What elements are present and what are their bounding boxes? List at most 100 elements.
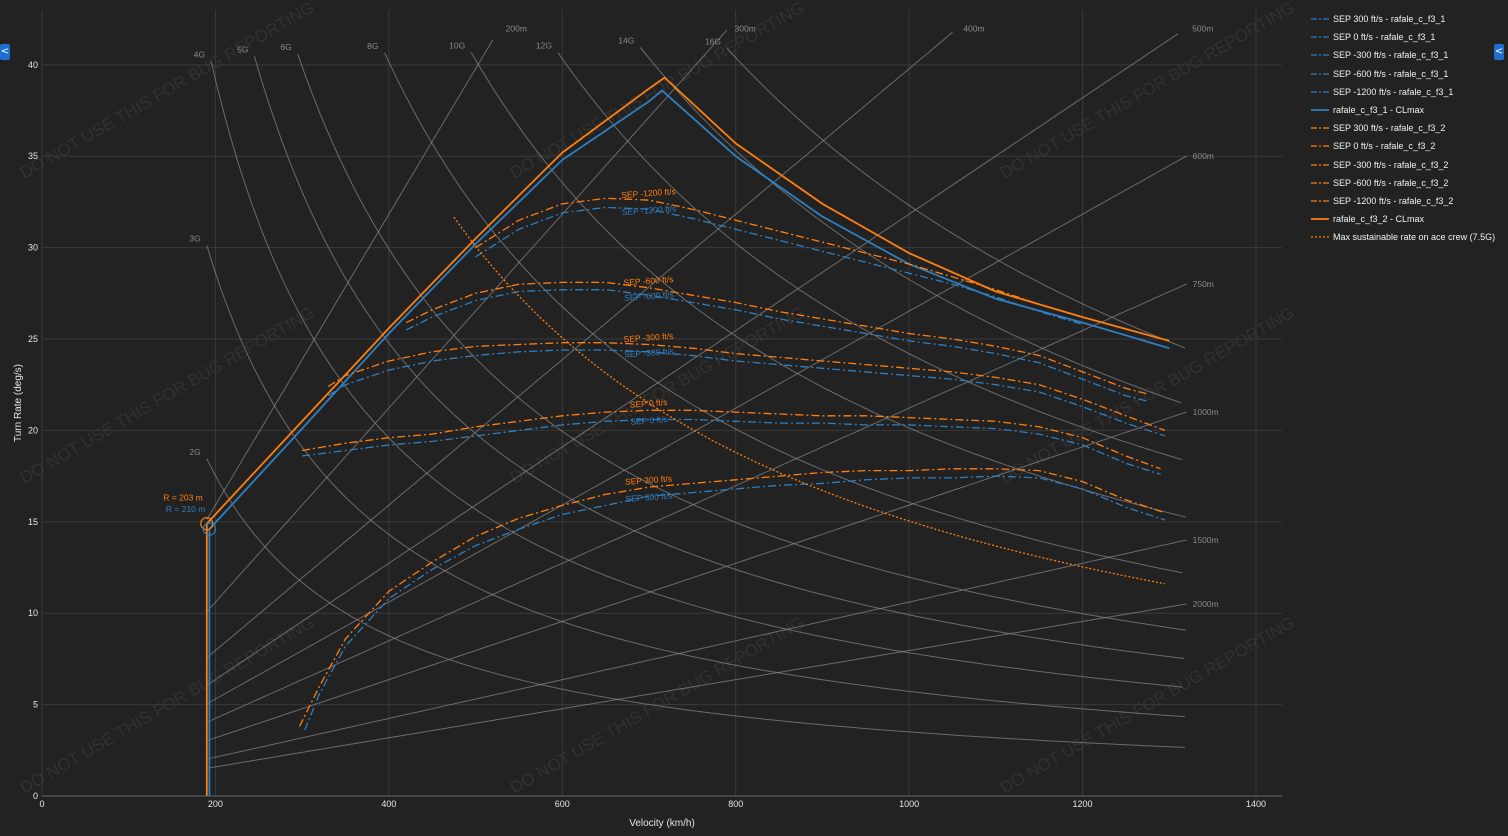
series-line <box>304 475 1166 731</box>
g-load-label: 4G <box>194 49 205 59</box>
watermark-text: DO NOT USE THIS FOR BUG REPORTING <box>997 0 1298 183</box>
y-tick-label: 15 <box>28 517 38 527</box>
legend-item[interactable]: SEP 300 ft/s - rafale_c_f3_1 <box>1310 10 1505 28</box>
x-tick-label: 800 <box>728 799 743 809</box>
radius-reference-line <box>206 29 728 613</box>
legend-item[interactable]: SEP -300 ft/s - rafale_c_f3_1 <box>1310 46 1505 64</box>
legend-swatch <box>1311 73 1329 75</box>
radius-label: 500m <box>1192 23 1213 33</box>
radius-reference-line <box>206 33 1179 686</box>
series-curve-label: SEP -300 ft/s <box>624 346 675 359</box>
legend-item[interactable]: SEP -600 ft/s - rafale_c_f3_2 <box>1310 174 1505 192</box>
g-load-label: 12G <box>536 41 552 51</box>
legend-swatch <box>1311 145 1329 148</box>
legend-item[interactable]: rafale_c_f3_2 - CLmax <box>1310 210 1505 228</box>
y-tick-label: 40 <box>28 60 38 70</box>
g-load-label: 8G <box>367 41 378 51</box>
y-tick-label: 20 <box>28 425 38 435</box>
g-load-reference-line <box>210 61 1183 688</box>
series-line <box>475 206 1083 326</box>
legend-swatch <box>1311 163 1329 166</box>
radius-label: 400m <box>963 23 984 33</box>
y-tick-label: 30 <box>28 243 38 253</box>
corner-radius-label: R = 203 m <box>163 493 202 503</box>
g-load-label: 14G <box>618 35 634 45</box>
legend-item[interactable]: rafale_c_f3_1 - CLmax <box>1310 101 1505 119</box>
chevron-left-icon: < <box>0 46 10 57</box>
legend-swatch <box>1311 109 1329 111</box>
radius-label: 200m <box>506 23 527 33</box>
left-panel-collapse-button[interactable]: < <box>0 44 10 60</box>
x-tick-label: 1200 <box>1073 799 1093 809</box>
legend-item[interactable]: SEP -1200 ft/s - rafale_c_f3_1 <box>1310 83 1505 101</box>
chart-legend: SEP 300 ft/s - rafale_c_f3_1 SEP 0 ft/s -… <box>1310 10 1505 246</box>
g-load-reference-line <box>557 52 1183 461</box>
legend-item[interactable]: Max sustainable rate on ace crew (7.5G) <box>1310 228 1505 246</box>
x-tick-label: 400 <box>381 799 396 809</box>
axes: 0 200 400 600 800 1000 1200 1400 0 5 10 15 20 25 30 35 4… <box>28 60 1282 809</box>
legend-swatch <box>1311 18 1329 20</box>
legend-item[interactable]: SEP 0 ft/s - rafale_c_f3_2 <box>1310 137 1505 155</box>
g-load-reference-line <box>206 458 1185 748</box>
radius-reference-line <box>206 539 1187 760</box>
corner-speed-marker <box>202 522 216 536</box>
legend-swatch <box>1311 36 1329 38</box>
g-load-reference-line <box>253 56 1185 659</box>
legend-label: SEP 0 ft/s - rafale_c_f3_2 <box>1333 141 1436 152</box>
series-line <box>205 76 1170 796</box>
legend-swatch <box>1311 127 1329 129</box>
x-axis-label: Velocity (km/h) <box>629 818 695 829</box>
g-load-reference-line <box>384 52 1183 574</box>
legend-label: SEP -600 ft/s - rafale_c_f3_1 <box>1333 68 1449 79</box>
legend-item[interactable]: SEP -300 ft/s - rafale_c_f3_2 <box>1310 156 1505 174</box>
legend-label: SEP 300 ft/s - rafale_c_f3_1 <box>1333 14 1446 25</box>
x-tick-label: 200 <box>208 799 223 809</box>
legend-item[interactable]: SEP 0 ft/s - rafale_c_f3_1 <box>1310 28 1505 46</box>
series-curve-label: SEP -1200 ft/s <box>621 203 676 217</box>
legend-item[interactable]: SEP -600 ft/s - rafale_c_f3_1 <box>1310 65 1505 83</box>
series-line <box>327 349 1166 437</box>
y-tick-label: 0 <box>33 791 38 801</box>
x-tick-label: 600 <box>555 799 570 809</box>
legend-item[interactable]: SEP -1200 ft/s - rafale_c_f3_2 <box>1310 192 1505 210</box>
chevron-left-icon: < <box>1494 46 1504 57</box>
corner-radius-label: R = 210 m <box>166 504 205 514</box>
series-curve-label: SEP 300 ft/s <box>625 473 673 486</box>
legend-label: SEP -600 ft/s - rafale_c_f3_2 <box>1333 177 1449 188</box>
series-line <box>302 418 1161 475</box>
watermark-text: DO NOT USE THIS FOR BUG REPORTING <box>997 303 1298 488</box>
legend-label: SEP -300 ft/s - rafale_c_f3_2 <box>1333 159 1449 170</box>
series-line <box>453 216 1166 585</box>
watermark-text: DO NOT USE THIS FOR BUG REPORTING <box>17 613 318 798</box>
series-curve-label: SEP 0 ft/s <box>630 414 668 427</box>
x-tick-label: 1000 <box>899 799 919 809</box>
g-load-label: 16G <box>705 36 721 46</box>
y-tick-label: 35 <box>28 151 38 161</box>
right-panel-collapse-button[interactable]: < <box>1494 44 1504 60</box>
legend-label: SEP -300 ft/s - rafale_c_f3_1 <box>1333 50 1449 61</box>
series-curve-label: SEP -300 ft/s <box>623 331 674 344</box>
legend-item[interactable]: SEP 300 ft/s - rafale_c_f3_2 <box>1310 119 1505 137</box>
series-line <box>405 289 1148 402</box>
grid-lines <box>41 10 1282 797</box>
radius-reference-line <box>206 411 1187 742</box>
radius-label: 300m <box>734 23 755 33</box>
series-curve-label: SEP 0 ft/s <box>629 397 667 410</box>
legend-swatch <box>1311 200 1329 202</box>
radius-label: 750m <box>1193 279 1214 289</box>
y-tick-label: 10 <box>28 608 38 618</box>
g-load-label: 6G <box>280 42 291 52</box>
g-load-label: 5G <box>237 44 248 54</box>
g-load-reference-line <box>206 245 1185 718</box>
legend-swatch <box>1311 236 1329 238</box>
g-load-label: 10G <box>449 41 465 51</box>
legend-label: SEP 300 ft/s - rafale_c_f3_2 <box>1333 123 1446 134</box>
watermark-text: DO NOT USE THIS FOR BUG REPORTING <box>507 0 808 183</box>
series-curve-label: SEP -1200 ft/s <box>621 186 676 200</box>
legend-swatch <box>1311 182 1329 184</box>
series-curve-label: SEP -600 ft/s <box>624 289 675 302</box>
y-tick-label: 25 <box>28 334 38 344</box>
g-load-label: 3G <box>189 233 200 243</box>
series-line <box>475 197 1083 318</box>
